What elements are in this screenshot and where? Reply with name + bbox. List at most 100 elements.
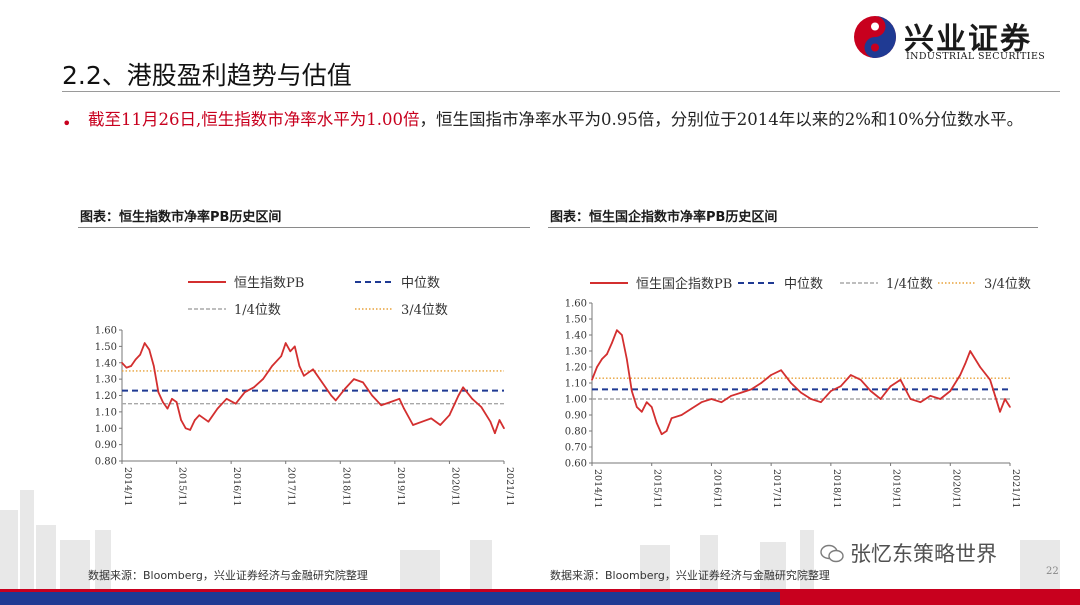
- legend-label-q1: 1/4位数: [886, 277, 933, 292]
- data-point: [125, 366, 128, 369]
- data-point: [353, 378, 355, 380]
- left-figure-title: 图表：恒生指数市净率PB历史区间: [80, 210, 282, 225]
- data-point: [959, 374, 961, 376]
- data-point: [162, 401, 164, 403]
- data-point: [770, 374, 772, 376]
- data-point: [969, 350, 971, 352]
- data-point: [859, 379, 862, 381]
- data-point: [334, 399, 337, 402]
- data-point: [641, 411, 643, 413]
- y-tick-label: 1.50: [565, 315, 587, 326]
- data-point: [457, 394, 460, 397]
- data-point: [321, 381, 323, 384]
- data-point: [430, 417, 433, 420]
- hsi-pb-chart: 0.80 0.90 1.00 1.10 1.20 1.30 1.40 1.50 1.60 2014…: [95, 276, 515, 506]
- data-point: [999, 411, 1001, 413]
- data-point: [949, 390, 952, 392]
- data-point: [234, 402, 237, 405]
- data-point: [184, 427, 187, 430]
- legend-label-median: 中位数: [401, 276, 440, 291]
- left-source-note: 数据来源：Bloomberg，兴业证券经济与金融研究院整理: [88, 569, 368, 582]
- data-point: [294, 345, 296, 348]
- watermark: 张忆东策略世界: [820, 538, 997, 568]
- data-point: [298, 365, 301, 367]
- data-point: [330, 394, 332, 397]
- data-point: [121, 362, 123, 364]
- data-point: [626, 358, 628, 360]
- data-point: [601, 358, 603, 360]
- data-point: [909, 398, 912, 400]
- data-point: [720, 401, 723, 403]
- y-tick-label: 1.30: [565, 347, 587, 358]
- data-point: [194, 419, 196, 421]
- x-tick-label: 2021/11: [504, 467, 515, 506]
- x-tick-label: 2015/11: [177, 467, 188, 506]
- data-point: [389, 401, 392, 403]
- data-point: [899, 379, 902, 381]
- series-line: [121, 342, 505, 435]
- data-point: [139, 353, 141, 356]
- bullet-marker: •: [62, 114, 72, 133]
- city-skyline-decoration: [0, 490, 1060, 590]
- data-point: [489, 420, 492, 423]
- brand-emblem-icon: [854, 16, 896, 58]
- data-point: [289, 350, 292, 353]
- data-point: [750, 388, 752, 391]
- x-tick-label: 2016/11: [711, 469, 722, 508]
- y-tick-label: 0.90: [565, 411, 587, 422]
- data-point: [606, 353, 608, 355]
- data-point: [462, 386, 464, 389]
- page-number: 22: [1046, 566, 1059, 577]
- data-point: [869, 390, 872, 392]
- data-point: [631, 390, 633, 392]
- page-title: 2.2、港股盈利趋势与估值: [62, 61, 352, 90]
- data-point: [344, 388, 346, 390]
- data-point: [312, 368, 314, 371]
- data-point: [636, 406, 638, 408]
- data-point: [262, 378, 264, 380]
- data-point: [244, 391, 246, 393]
- data-point: [989, 379, 991, 381]
- data-point: [820, 401, 822, 403]
- data-point: [280, 355, 282, 357]
- data-point: [362, 381, 364, 384]
- data-point: [166, 407, 169, 410]
- data-point: [448, 414, 451, 416]
- y-tick-label: 1.00: [565, 395, 587, 406]
- wechat-icon: [820, 544, 844, 563]
- data-point: [380, 404, 383, 407]
- x-tick-label: 2016/11: [231, 467, 242, 506]
- data-point: [889, 385, 892, 387]
- hscei-pb-chart: 0.60 0.70 0.80 0.90 1.00 1.10 1.20 1.30 1.40 1.50…: [565, 276, 1031, 508]
- x-tick-label: 2014/11: [122, 467, 133, 506]
- right-figure-rule: [548, 227, 1038, 228]
- data-point: [130, 365, 132, 367]
- data-point: [830, 390, 832, 392]
- data-point: [171, 398, 173, 400]
- data-point: [670, 417, 673, 419]
- left-figure-rule: [78, 227, 530, 228]
- legend-label-series: 恒生指数PB: [234, 276, 304, 291]
- legend-label-median: 中位数: [784, 277, 823, 292]
- x-tick-label: 2014/11: [592, 469, 603, 508]
- y-tick-label: 1.40: [95, 358, 117, 369]
- data-point: [994, 395, 996, 397]
- data-point: [371, 394, 373, 397]
- data-point: [655, 422, 658, 424]
- series-line: [591, 329, 1011, 436]
- data-point: [148, 348, 151, 351]
- data-point: [790, 382, 792, 384]
- x-tick-label: 2020/11: [950, 469, 961, 508]
- y-tick-label: 1.60: [95, 326, 117, 337]
- data-point: [271, 365, 273, 367]
- brand-name-cn: 兴业证券: [904, 22, 1032, 57]
- data-point: [180, 419, 182, 421]
- data-point: [421, 420, 423, 423]
- data-point: [710, 398, 713, 400]
- y-tick-label: 0.90: [95, 440, 117, 451]
- bullet-paragraph: 截至11月26日,恒生指数市净率水平为1.00倍，恒生国指市净率水平为0.95倍…: [88, 105, 1038, 135]
- brand-name-en: INDUSTRIAL SECURITIES: [906, 51, 1046, 62]
- data-point: [780, 369, 782, 371]
- x-tick-label: 2021/11: [1010, 469, 1021, 508]
- legend-label-q3: 3/4位数: [984, 277, 1031, 292]
